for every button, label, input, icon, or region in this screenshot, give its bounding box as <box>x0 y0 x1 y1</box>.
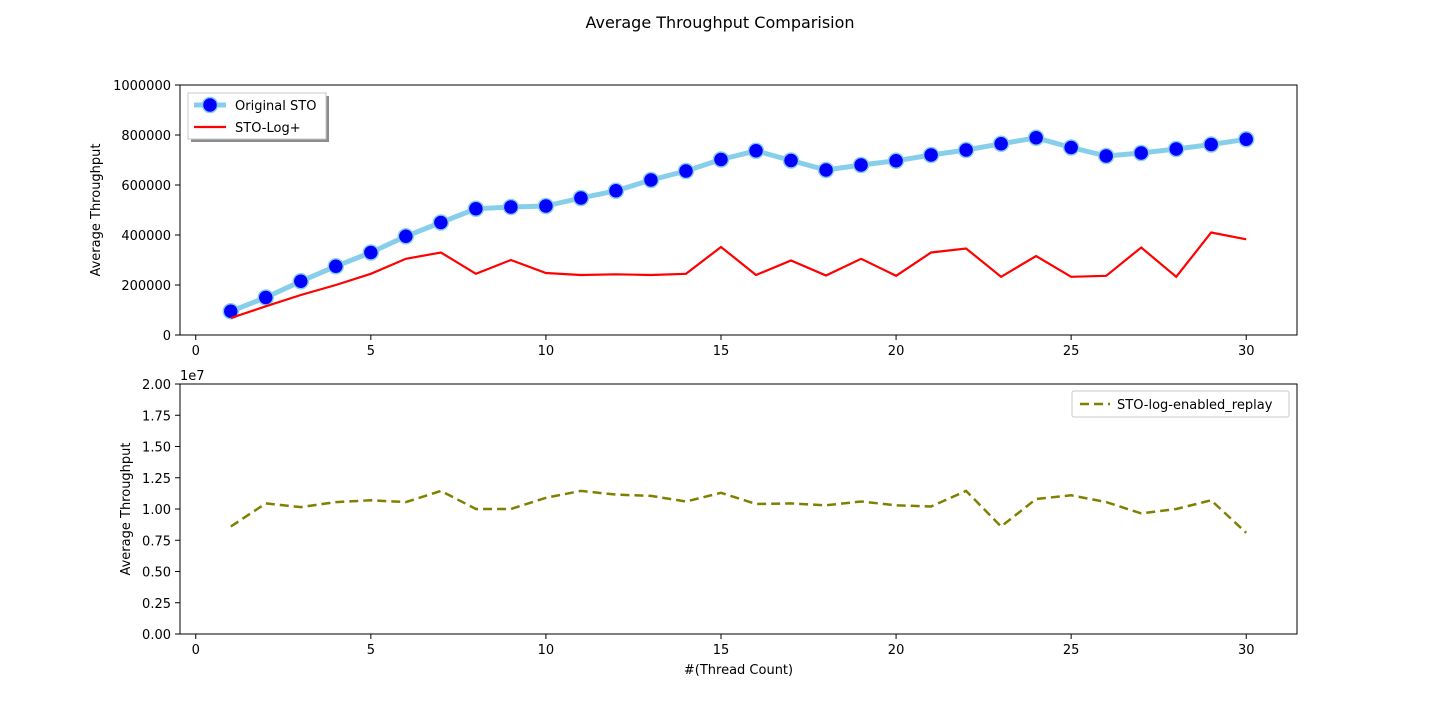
x-tick-label: 25 <box>1063 643 1080 658</box>
data-point <box>397 228 415 245</box>
y-tick-label: 0.25 <box>142 597 171 612</box>
y-tick-label: 0 <box>163 329 171 344</box>
data-point <box>572 189 590 207</box>
legend-label: Original STO <box>235 99 316 114</box>
data-point <box>327 258 345 275</box>
data-point <box>292 273 310 290</box>
legend-marker <box>201 96 219 114</box>
x-tick-label: 30 <box>1238 643 1255 658</box>
y-tick-label: 1.25 <box>142 472 171 487</box>
x-tick-label: 30 <box>1238 344 1255 359</box>
series-line-original-sto <box>229 135 1247 314</box>
y-tick-label: 0.75 <box>142 534 171 549</box>
y-tick-label: 200000 <box>121 279 171 294</box>
data-point <box>887 152 905 169</box>
y-tick-label: 0.00 <box>142 628 171 643</box>
data-point <box>1237 131 1255 148</box>
data-point <box>1132 144 1150 162</box>
data-point <box>1202 136 1220 153</box>
data-point <box>1167 140 1185 158</box>
y-tick-label: 1.00 <box>142 503 171 518</box>
data-point <box>992 135 1010 152</box>
data-point <box>1097 147 1115 165</box>
data-point <box>817 161 835 179</box>
top-panel: 0 5 10 15 20 25 30 0 200000 400000 600000 800000 100… <box>89 79 1298 359</box>
x-tick-label: 0 <box>192 344 200 359</box>
series-line-sto-log- <box>230 231 1247 320</box>
x-tick-label: 20 <box>888 643 905 658</box>
data-point <box>782 152 800 169</box>
data-point <box>432 214 450 231</box>
y-tick-label: 1.75 <box>142 409 171 424</box>
y-tick-label: 0.50 <box>142 566 171 581</box>
legend-box <box>1071 390 1290 418</box>
data-point <box>467 200 485 217</box>
x-tick-label: 10 <box>538 643 555 658</box>
x-tick-label: 20 <box>888 344 905 359</box>
data-point <box>1027 129 1045 146</box>
x-axis-label: #(Thread Count) <box>684 663 793 678</box>
bottom-panel: 0 5 10 15 20 25 30 0.00 0.25 0.50 0.75 1.00 1.25 1.50… <box>119 369 1298 678</box>
y-tick-label: 400000 <box>121 229 171 244</box>
data-point <box>712 151 730 168</box>
y-tick-label: 800000 <box>121 129 171 144</box>
data-point <box>537 197 555 215</box>
data-point <box>362 244 380 261</box>
data-point <box>957 141 975 159</box>
data-point <box>222 303 240 320</box>
y-tick-label: 1000000 <box>113 79 171 94</box>
data-point <box>677 162 695 180</box>
plot-frame <box>179 84 1298 336</box>
data-point <box>747 142 765 159</box>
data-point <box>852 156 870 174</box>
series-line-sto-log-enabled-replay <box>230 489 1248 534</box>
data-point <box>1062 139 1080 156</box>
x-tick-label: 15 <box>713 344 730 359</box>
figure-title: Average Throughput Comparision <box>585 13 854 32</box>
y-tick-label: 600000 <box>121 179 171 194</box>
x-tick-label: 5 <box>367 344 375 359</box>
data-point <box>642 171 660 189</box>
y-tick-label: 2.00 <box>142 378 171 393</box>
y-offset-label: 1e7 <box>180 369 205 384</box>
legend-label: STO-Log+ <box>235 121 301 136</box>
data-point <box>607 182 625 199</box>
x-tick-label: 5 <box>367 643 375 658</box>
y-axis-label: Average Throughput <box>119 442 134 575</box>
y-axis-label: Average Throughput <box>89 143 104 276</box>
data-point <box>502 198 520 216</box>
x-tick-label: 25 <box>1063 344 1080 359</box>
plot-frame <box>179 383 1298 635</box>
legend-label: STO-log-enabled_replay <box>1117 398 1273 413</box>
y-tick-label: 1.50 <box>142 441 171 456</box>
x-tick-label: 10 <box>538 344 555 359</box>
data-point <box>257 289 275 306</box>
data-point <box>922 146 940 164</box>
x-tick-label: 0 <box>192 643 200 658</box>
x-tick-label: 15 <box>713 643 730 658</box>
